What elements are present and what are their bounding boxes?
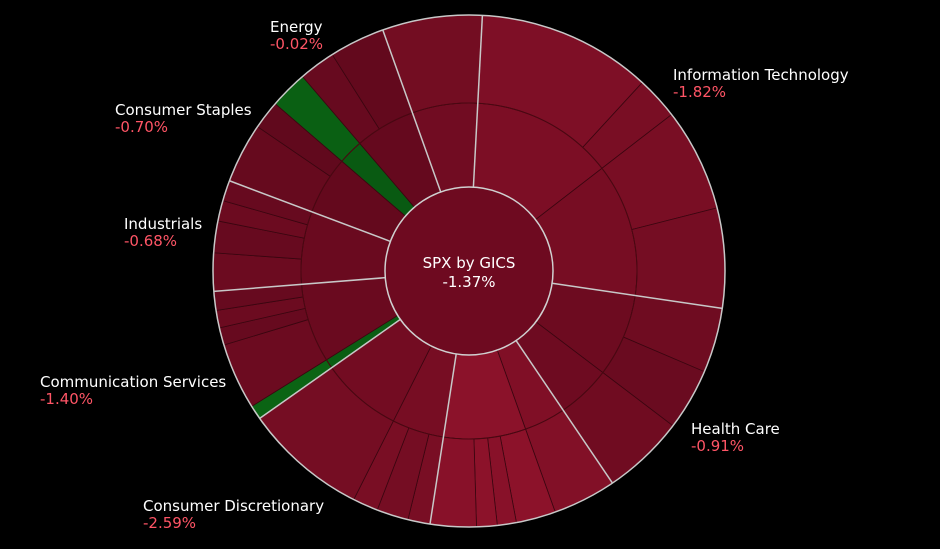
sector-divider-1	[551, 282, 723, 310]
sector-divider-0	[472, 15, 484, 188]
sector-divider-6	[229, 180, 391, 243]
outer-rim	[212, 14, 726, 528]
industry-ring-boundary	[300, 102, 638, 440]
sector-label-communication-services: Communication Services	[40, 373, 226, 391]
chart-title: SPX by GICS	[423, 254, 516, 272]
sector-label-energy: Energy	[270, 18, 323, 36]
sector-label-consumer-staples: Consumer Staples	[115, 101, 252, 119]
sector-change-information-technology: -1.82%	[673, 83, 726, 101]
sector-divider-5	[213, 276, 386, 293]
sector-divider-2	[515, 340, 614, 484]
sector-label-consumer-discretionary: Consumer Discretionary	[143, 497, 324, 515]
total-change: -1.37%	[442, 273, 495, 291]
sector-dividers	[212, 14, 726, 528]
sector-label-health-care: Health Care	[691, 420, 780, 438]
sector-change-industrials: -0.68%	[124, 232, 177, 250]
sector-change-consumer-discretionary: -2.59%	[143, 514, 196, 532]
sector-divider-4	[259, 318, 401, 420]
sector-divider-3	[429, 353, 457, 525]
sector-change-consumer-staples: -0.70%	[115, 118, 168, 136]
sector-change-health-care: -0.91%	[691, 437, 744, 455]
sector-label-industrials: Industrials	[124, 215, 202, 233]
center-disc	[384, 186, 554, 356]
sector-label-information-technology: Information Technology	[673, 66, 849, 84]
sector-change-communication-services: -1.40%	[40, 390, 93, 408]
sunburst-rings	[212, 14, 726, 528]
sector-change-energy: -0.02%	[270, 35, 323, 53]
sector-divider-7	[382, 29, 442, 193]
